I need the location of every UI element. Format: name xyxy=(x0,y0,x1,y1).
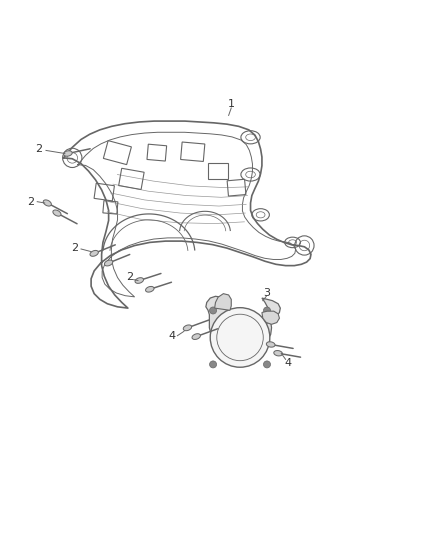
Text: 1: 1 xyxy=(228,100,235,109)
Ellipse shape xyxy=(145,286,154,292)
Ellipse shape xyxy=(43,200,51,206)
Ellipse shape xyxy=(266,342,275,347)
Ellipse shape xyxy=(53,210,61,216)
Ellipse shape xyxy=(183,325,192,330)
Circle shape xyxy=(264,361,271,368)
Ellipse shape xyxy=(135,278,144,284)
Polygon shape xyxy=(262,311,279,324)
Circle shape xyxy=(264,307,271,314)
Ellipse shape xyxy=(192,334,201,340)
Text: 4: 4 xyxy=(168,330,175,341)
Ellipse shape xyxy=(64,151,72,156)
Circle shape xyxy=(210,308,270,367)
Text: 2: 2 xyxy=(35,144,42,154)
Text: 2: 2 xyxy=(126,272,133,282)
Circle shape xyxy=(209,361,216,368)
Ellipse shape xyxy=(104,260,113,266)
Text: 2: 2 xyxy=(27,197,34,207)
Text: 3: 3 xyxy=(263,288,270,298)
Polygon shape xyxy=(215,294,231,310)
Text: 2: 2 xyxy=(71,243,78,253)
Ellipse shape xyxy=(90,251,99,256)
Text: 4: 4 xyxy=(285,358,292,368)
Circle shape xyxy=(209,307,216,314)
Polygon shape xyxy=(206,296,280,354)
Ellipse shape xyxy=(274,351,283,356)
